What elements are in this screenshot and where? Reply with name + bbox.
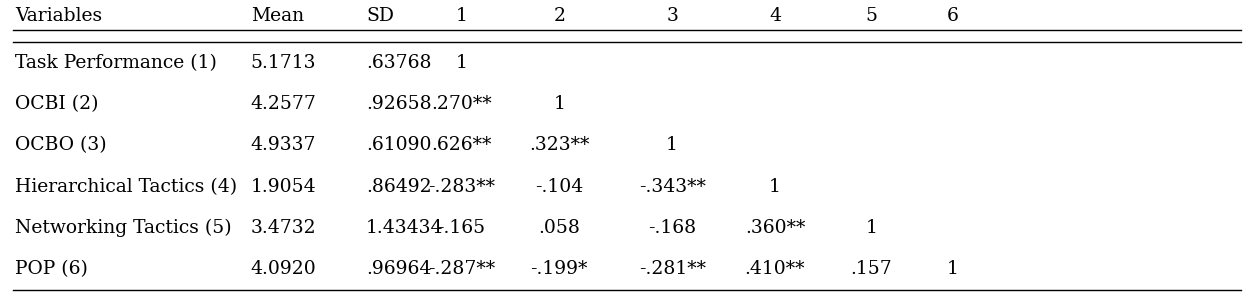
Text: Hierarchical Tactics (4): Hierarchical Tactics (4) [15, 178, 237, 196]
Text: 5: 5 [865, 7, 878, 25]
Text: -.165: -.165 [438, 219, 485, 237]
Text: -.283**: -.283** [428, 178, 495, 196]
Text: Variables: Variables [15, 7, 102, 25]
Text: .626**: .626** [431, 136, 492, 154]
Text: 4: 4 [769, 7, 781, 25]
Text: 1: 1 [553, 95, 566, 113]
Text: 1: 1 [947, 260, 959, 278]
Text: .92658: .92658 [366, 95, 431, 113]
Text: -.281**: -.281** [638, 260, 706, 278]
Text: -.287**: -.287** [428, 260, 495, 278]
Text: .058: .058 [538, 219, 581, 237]
Text: Mean: Mean [251, 7, 303, 25]
Text: -.199*: -.199* [530, 260, 588, 278]
Text: 1: 1 [666, 136, 678, 154]
Text: 1: 1 [865, 219, 878, 237]
Text: 3.4732: 3.4732 [251, 219, 316, 237]
Text: .323**: .323** [529, 136, 589, 154]
Text: 2: 2 [553, 7, 566, 25]
Text: 1.43434: 1.43434 [366, 219, 444, 237]
Text: 1: 1 [455, 7, 468, 25]
Text: -.343**: -.343** [638, 178, 706, 196]
Text: 4.2577: 4.2577 [251, 95, 317, 113]
Text: Networking Tactics (5): Networking Tactics (5) [15, 219, 232, 237]
Text: 1.9054: 1.9054 [251, 178, 316, 196]
Text: -.104: -.104 [535, 178, 583, 196]
Text: .61090: .61090 [366, 136, 431, 154]
Text: 1: 1 [769, 178, 781, 196]
Text: .86492: .86492 [366, 178, 431, 196]
Text: Task Performance (1): Task Performance (1) [15, 54, 217, 72]
Text: 3: 3 [666, 7, 678, 25]
Text: .410**: .410** [745, 260, 805, 278]
Text: .96964: .96964 [366, 260, 431, 278]
Text: OCBO (3): OCBO (3) [15, 136, 107, 154]
Text: 6: 6 [947, 7, 959, 25]
Text: 4.0920: 4.0920 [251, 260, 316, 278]
Text: 4.9337: 4.9337 [251, 136, 316, 154]
Text: 1: 1 [455, 54, 468, 72]
Text: -.168: -.168 [648, 219, 696, 237]
Text: .360**: .360** [745, 219, 805, 237]
Text: .63768: .63768 [366, 54, 431, 72]
Text: OCBI (2): OCBI (2) [15, 95, 99, 113]
Text: .270**: .270** [431, 95, 492, 113]
Text: POP (6): POP (6) [15, 260, 88, 278]
Text: 5.1713: 5.1713 [251, 54, 316, 72]
Text: .157: .157 [850, 260, 893, 278]
Text: SD: SD [366, 7, 394, 25]
